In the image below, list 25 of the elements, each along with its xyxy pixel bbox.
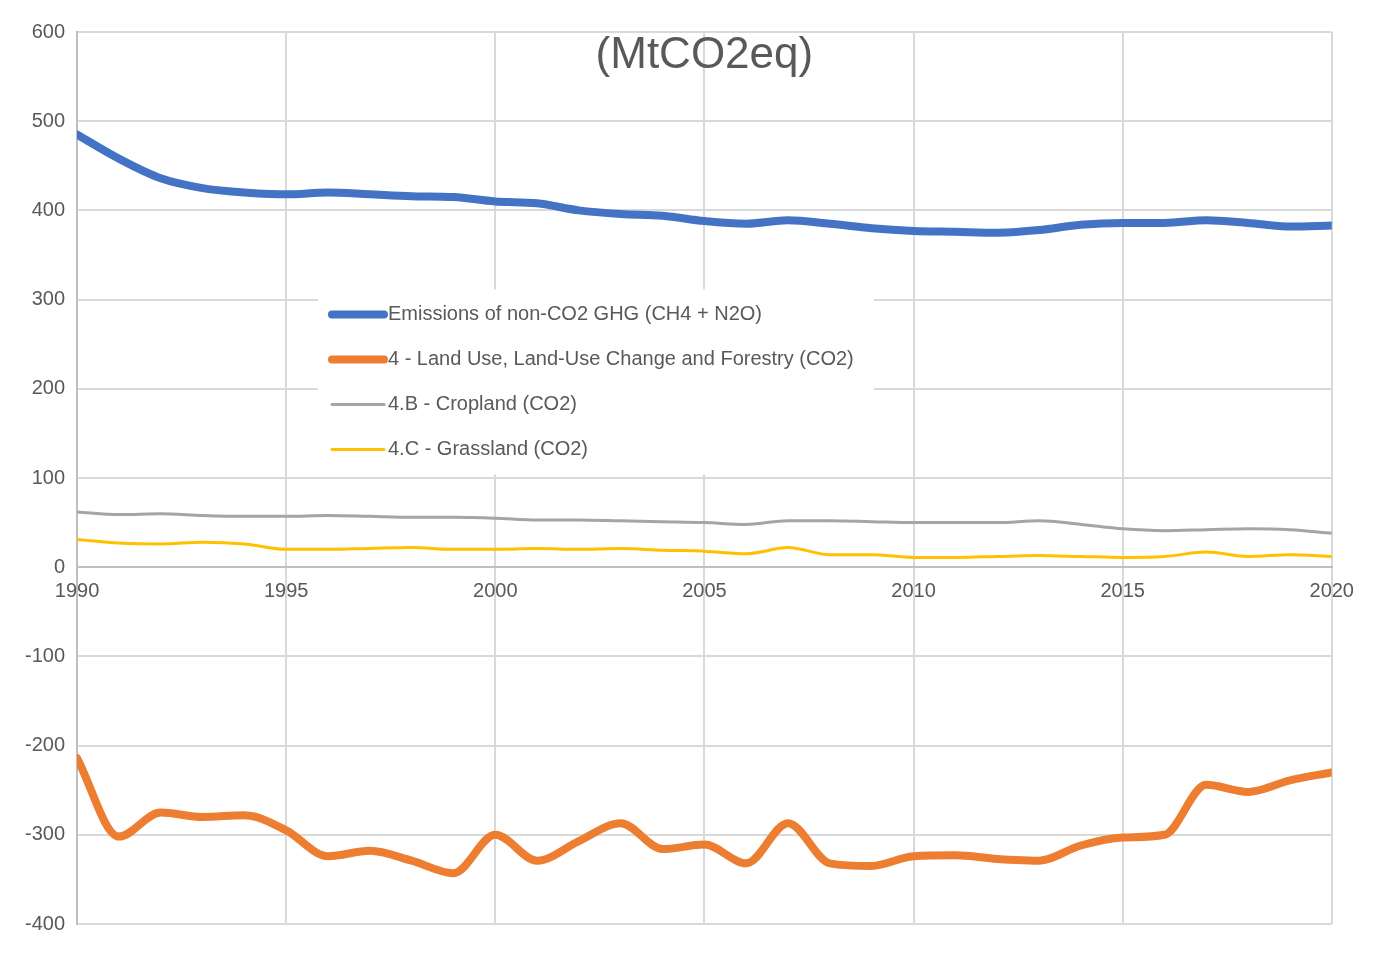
y-tick-label: 500 <box>31 108 66 131</box>
y-tick-label: 0 <box>53 554 66 577</box>
y-tick-label: 600 <box>31 19 66 42</box>
y-tick-label: 400 <box>31 197 66 220</box>
y-tick-label: 200 <box>31 376 66 399</box>
line-series <box>77 538 1332 559</box>
y-tick-label: -400 <box>25 911 66 934</box>
x-tick-label: 2020 <box>1309 578 1354 601</box>
y-tick-label: 100 <box>31 465 66 488</box>
x-tick-label: 2000 <box>473 578 518 601</box>
y-tick-label: -200 <box>25 733 66 756</box>
x-tick-label: 2015 <box>1100 578 1145 601</box>
y-tick-label: -300 <box>25 822 66 845</box>
legend-label: 4 - Land Use, Land-Use Change and Forestry (CO2) <box>387 347 854 370</box>
x-tick-label: 1990 <box>54 578 100 601</box>
y-tick-label: 300 <box>31 287 66 310</box>
y-tick-label: -100 <box>25 643 66 666</box>
x-tick-label: 2010 <box>891 578 936 601</box>
legend-label: 4.B - Cropland (CO2) <box>387 392 577 415</box>
legend-label: Emissions of non-CO2 GHG (CH4 + N2O) <box>387 302 762 325</box>
x-tick-label: 2005 <box>682 578 727 601</box>
x-tick-label: 1995 <box>263 578 309 601</box>
line-series <box>77 510 1332 535</box>
chart-title: (MtCO2eq) <box>595 28 814 78</box>
legend-label: 4.C - Grassland (CO2) <box>387 437 589 460</box>
